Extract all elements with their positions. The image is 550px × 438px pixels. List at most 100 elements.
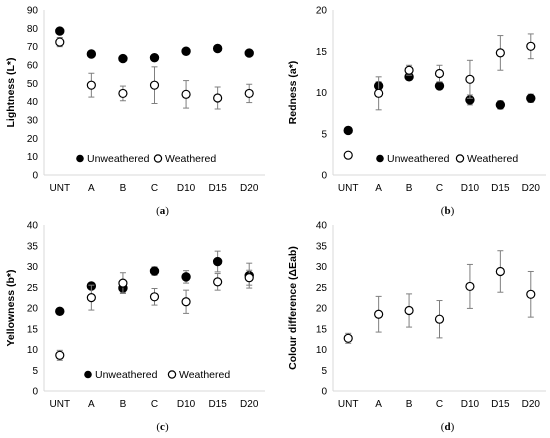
data-point bbox=[149, 80, 160, 90]
legend-label: Weathered bbox=[467, 153, 518, 165]
data-point bbox=[404, 65, 414, 75]
x-tick-label: D20 bbox=[240, 399, 259, 410]
y-tick-label: 0 bbox=[32, 387, 38, 398]
data-point bbox=[526, 93, 536, 103]
y-tick-label: 0 bbox=[32, 171, 38, 182]
data-point bbox=[86, 293, 96, 303]
x-tick-label: D20 bbox=[522, 183, 541, 194]
series-weathered bbox=[343, 33, 536, 160]
data-point bbox=[526, 41, 536, 51]
panel-caption: (d) bbox=[441, 421, 455, 433]
data-point bbox=[213, 93, 223, 103]
x-tick-label: UNT bbox=[338, 183, 359, 194]
y-tick-label: 5 bbox=[32, 366, 38, 377]
data-point bbox=[181, 297, 191, 307]
x-tick-label: D10 bbox=[461, 183, 480, 194]
series-weathered bbox=[55, 269, 254, 361]
y-tick-label: 30 bbox=[316, 262, 328, 273]
data-point bbox=[374, 309, 384, 319]
data-point bbox=[244, 273, 254, 283]
y-tick-label: 10 bbox=[316, 345, 328, 356]
x-tick-label: D15 bbox=[208, 399, 227, 410]
data-point bbox=[86, 80, 96, 90]
y-tick-label: 35 bbox=[316, 241, 328, 252]
data-point bbox=[244, 88, 254, 99]
x-tick-label: A bbox=[375, 399, 382, 410]
legend: Unweathered Weathered bbox=[376, 153, 518, 165]
data-point bbox=[465, 74, 475, 84]
y-tick-label: 15 bbox=[316, 324, 328, 335]
legend-marker-open bbox=[153, 154, 163, 163]
y-tick-label: 35 bbox=[27, 241, 39, 252]
legend-marker-filled bbox=[376, 154, 384, 163]
y-tick-label: 10 bbox=[316, 88, 328, 99]
y-axis-label: Yellowness (b*) bbox=[5, 269, 17, 346]
y-tick-label: 30 bbox=[27, 262, 39, 273]
y-tick-label: 50 bbox=[27, 79, 39, 90]
legend: Unweathered Weathered bbox=[76, 153, 216, 165]
legend-label: Weathered bbox=[179, 369, 230, 381]
y-tick-label: 25 bbox=[316, 283, 328, 294]
data-point bbox=[526, 289, 536, 299]
y-tick-label: 0 bbox=[321, 171, 327, 182]
y-tick-label: 20 bbox=[316, 6, 328, 17]
x-tick-label: D15 bbox=[491, 183, 510, 194]
y-tick-label: 90 bbox=[27, 6, 39, 17]
x-tick-label: A bbox=[88, 183, 95, 194]
data-point bbox=[343, 125, 353, 136]
data-point bbox=[212, 43, 223, 54]
data-point bbox=[343, 150, 353, 160]
data-point bbox=[181, 272, 191, 282]
data-point bbox=[181, 46, 191, 56]
y-tick-label: 0 bbox=[321, 387, 327, 398]
x-tick-label: D15 bbox=[491, 399, 510, 410]
data-point bbox=[434, 68, 445, 79]
y-tick-label: 10 bbox=[27, 152, 39, 163]
y-tick-label: 15 bbox=[316, 47, 328, 58]
x-tick-label: C bbox=[436, 183, 443, 194]
data-point bbox=[404, 305, 414, 316]
panel-caption: (a) bbox=[156, 205, 169, 217]
x-tick-label: B bbox=[406, 183, 413, 194]
legend-label: Unweathered bbox=[87, 153, 150, 165]
y-tick-label: 70 bbox=[27, 42, 39, 53]
x-tick-label: C bbox=[151, 399, 158, 410]
data-point bbox=[149, 52, 160, 63]
series-unweathered bbox=[55, 26, 254, 64]
y-tick-label: 40 bbox=[27, 221, 39, 232]
chart-a: 0 10 20 30 40 50 60 70 80 90 UNT A B C D10 D15 D20 Lightn… bbox=[5, 6, 265, 217]
x-tick-label: UNT bbox=[338, 399, 359, 410]
series-weathered bbox=[343, 250, 536, 344]
panel-caption: (c) bbox=[156, 421, 169, 433]
y-axis-label: Colour difference (ΔEab) bbox=[287, 246, 299, 370]
y-axis-label: Redness (a*) bbox=[287, 61, 299, 125]
panel-caption: (b) bbox=[441, 205, 455, 217]
y-tick-label: 15 bbox=[27, 324, 39, 335]
y-axis-label: Lightness (L*) bbox=[5, 58, 17, 128]
x-tick-label: D20 bbox=[522, 399, 541, 410]
y-tick-label: 40 bbox=[316, 221, 328, 232]
x-tick-label: UNT bbox=[50, 399, 71, 410]
y-tick-label: 30 bbox=[27, 116, 39, 127]
x-tick-label: D10 bbox=[177, 399, 196, 410]
data-point bbox=[55, 37, 65, 47]
y-tick-label: 20 bbox=[27, 134, 39, 145]
x-tick-label: C bbox=[151, 183, 158, 194]
legend: Unweathered Weathered bbox=[84, 369, 230, 381]
data-point bbox=[55, 26, 65, 36]
data-point bbox=[55, 306, 65, 317]
series-unweathered bbox=[55, 250, 254, 317]
x-tick-label: D15 bbox=[208, 183, 227, 194]
data-point bbox=[465, 281, 475, 292]
x-tick-label: B bbox=[406, 399, 413, 410]
x-tick-label: A bbox=[88, 399, 95, 410]
y-tick-label: 20 bbox=[27, 304, 39, 315]
y-tick-label: 5 bbox=[321, 129, 327, 140]
data-point bbox=[118, 88, 128, 99]
y-tick-label: 60 bbox=[27, 61, 39, 72]
legend-marker-open bbox=[167, 370, 177, 379]
y-tick-label: 5 bbox=[321, 366, 327, 377]
x-tick-label: A bbox=[375, 183, 382, 194]
legend-marker-open bbox=[455, 154, 465, 163]
